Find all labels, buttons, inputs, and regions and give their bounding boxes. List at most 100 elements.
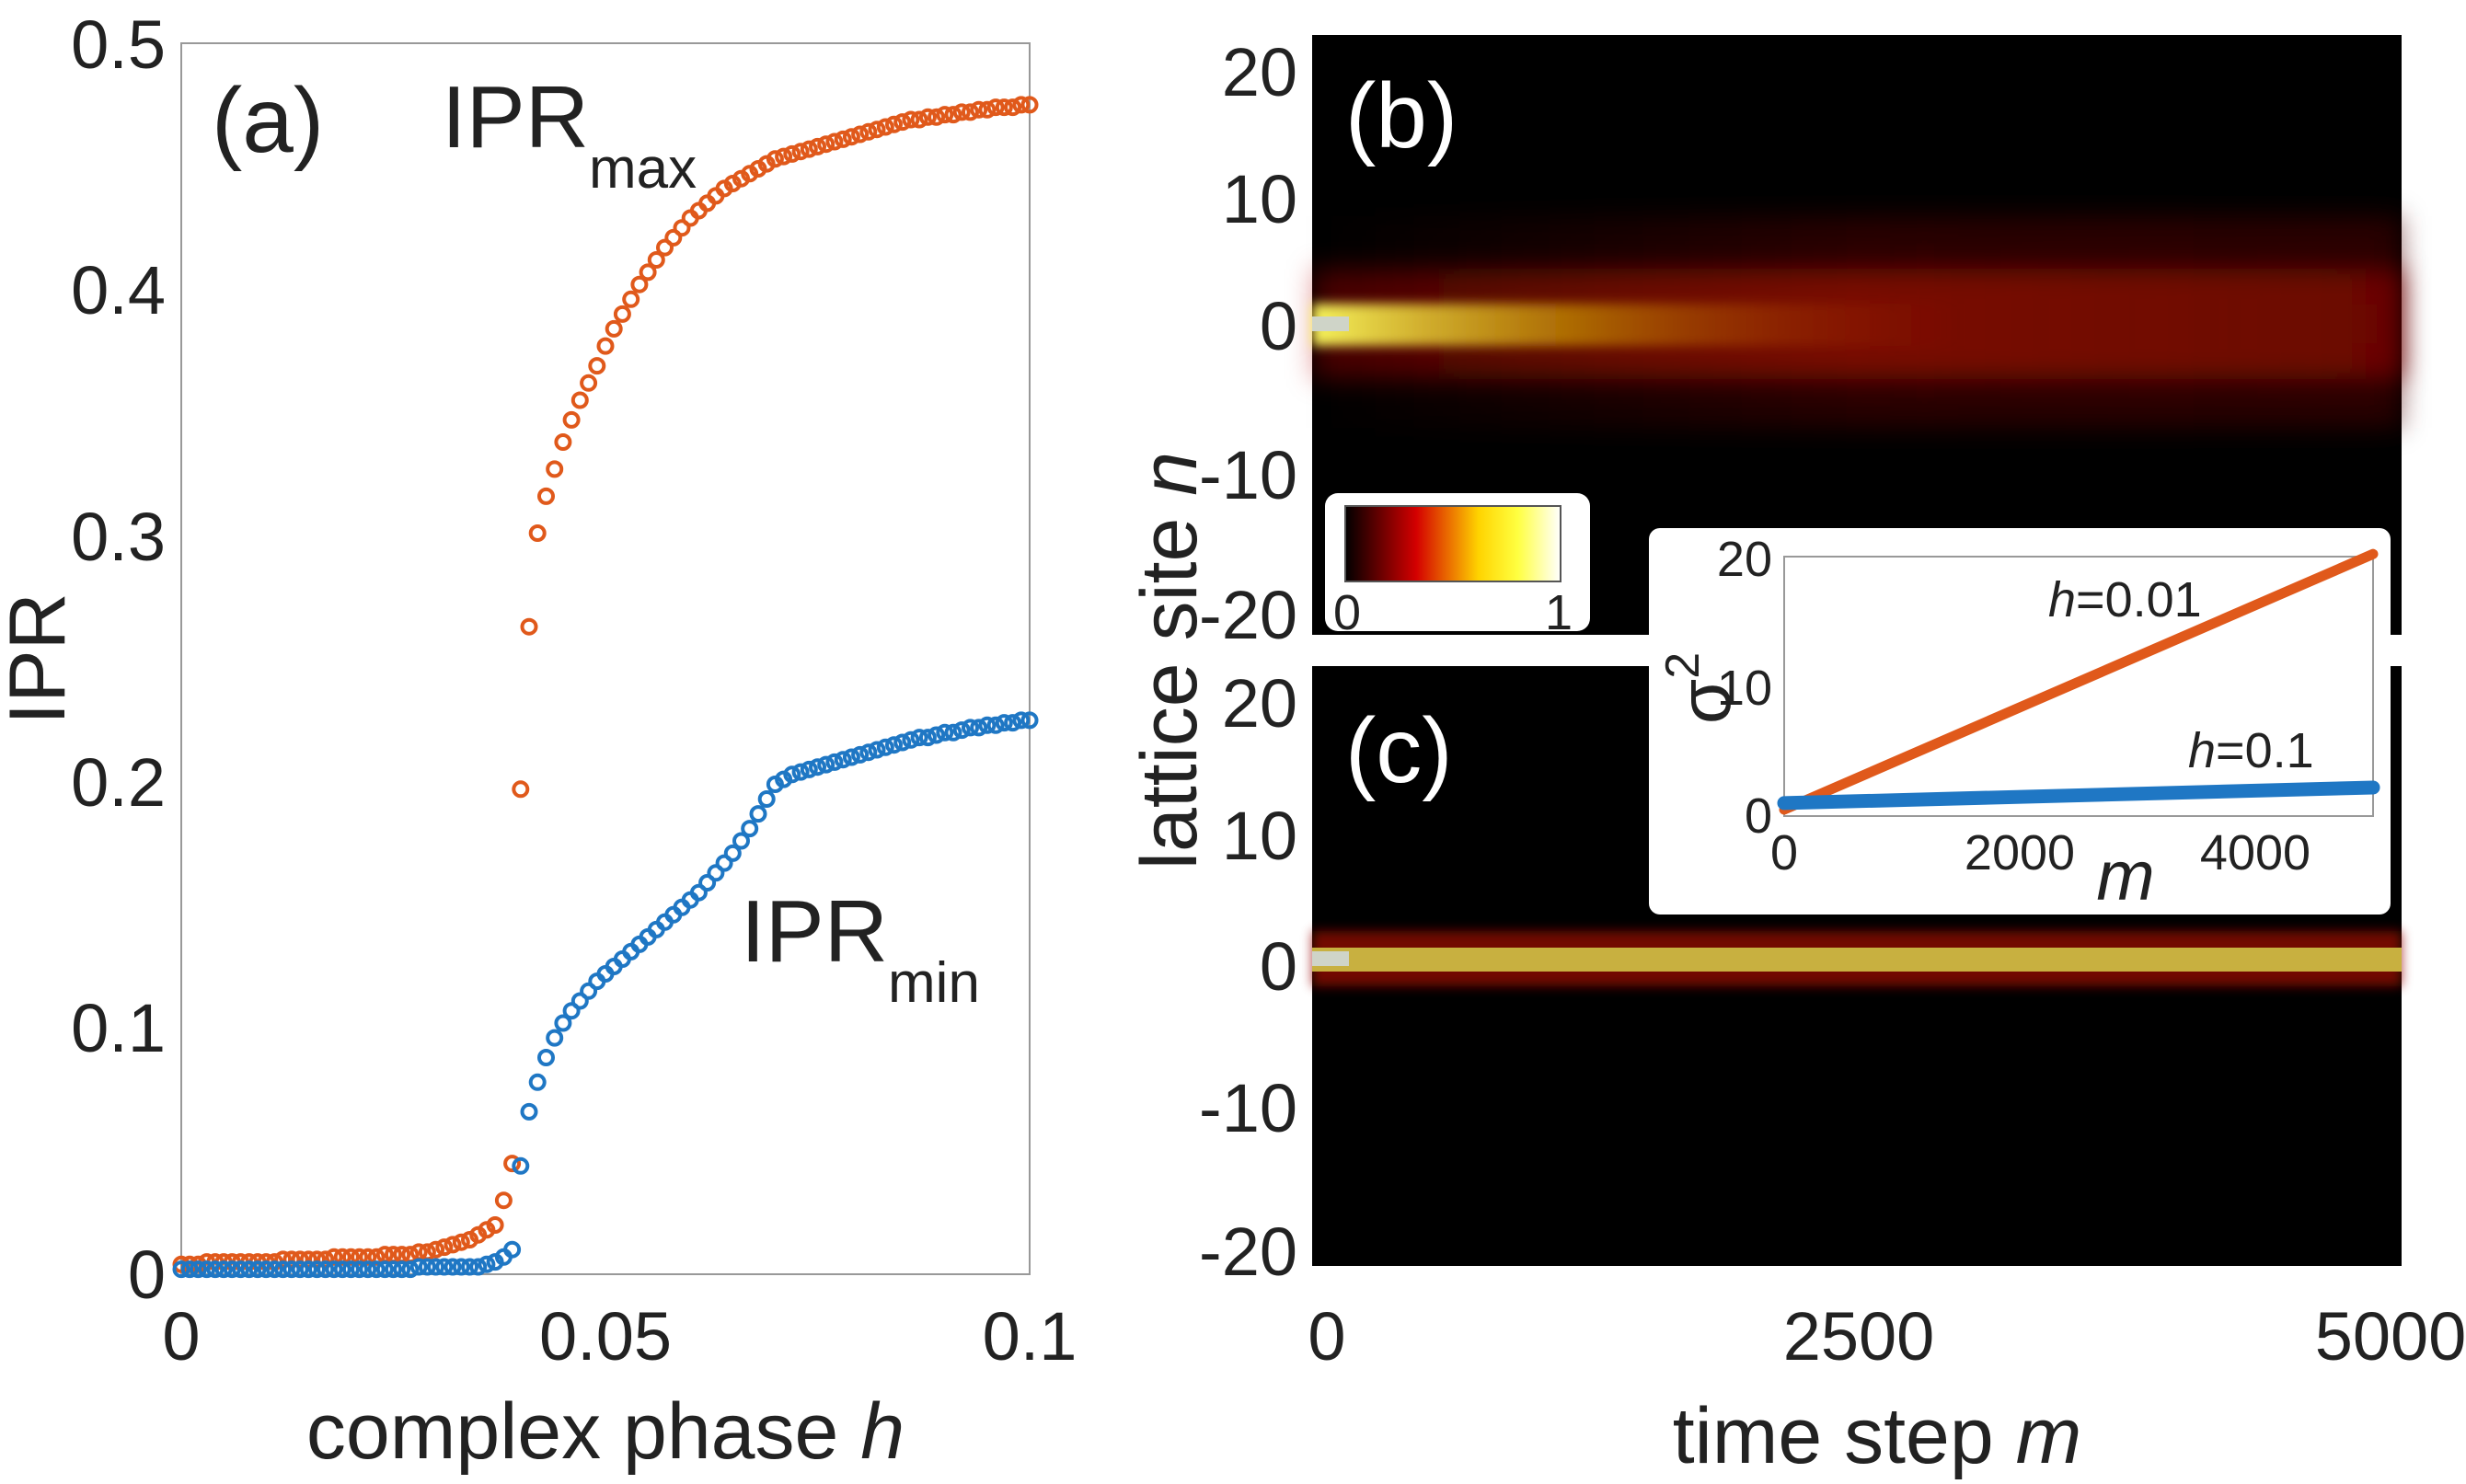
ipr-min-point	[503, 1240, 522, 1259]
c-heat	[1312, 931, 2402, 986]
ipr-min-point	[825, 753, 844, 771]
inset-xtick-0: 0	[1770, 825, 1798, 880]
ipr-max-point	[809, 137, 826, 155]
panel-a-points	[172, 96, 1039, 1279]
ipr-max-point	[596, 337, 615, 355]
ipr-max-point	[570, 391, 589, 409]
ipr-min-point	[317, 1260, 335, 1279]
inset-label-h01-val: =0.1	[2216, 723, 2314, 778]
panel-a-yticks: 0 0.1 0.2 0.3 0.4 0.5	[71, 6, 166, 1313]
ipr-max-point	[317, 1250, 335, 1269]
c-xtick-5000: 5000	[2315, 1298, 2466, 1375]
ipr-min-point	[902, 730, 920, 749]
ipr-min-point	[409, 1258, 428, 1276]
ipr-max-point	[494, 1191, 513, 1210]
ipr-max-point	[834, 130, 852, 148]
inset-label-h001-val: =0.01	[2076, 572, 2202, 627]
a-panel-label: (a)	[212, 69, 324, 172]
ipr-min-point	[859, 743, 878, 762]
ipr-min-point	[570, 992, 589, 1010]
inset-xtick-2000: 2000	[1965, 825, 2075, 880]
ipr-max-point	[800, 140, 818, 158]
ipr-min-point	[893, 733, 912, 752]
ipr-min-point	[757, 790, 776, 808]
ipr-min-point	[970, 719, 988, 737]
c-heat-start	[1312, 951, 1349, 966]
colorbar-max: 1	[1545, 585, 1573, 640]
panel-a: 0 0.1 0.2 0.3 0.4 0.5 0 0.05 0.1 complex…	[0, 6, 1077, 1476]
ipr-min-point	[986, 716, 1005, 734]
c-xlabel-var: m	[2016, 1392, 2082, 1480]
b-panel-label: (b)	[1345, 64, 1458, 167]
ipr-min-point	[240, 1260, 259, 1279]
ipr-min-point	[478, 1255, 496, 1273]
inset-line-h001	[1779, 548, 2379, 815]
a-annot-max-sub: max	[589, 137, 697, 201]
ipr-min-point	[528, 1073, 547, 1091]
ipr-min-point	[367, 1260, 386, 1279]
b-ytick-neg10: -10	[1199, 437, 1297, 513]
inset: 0 10 20 0 2000 4000 m σ2 h=0.01 h=0.1	[1649, 528, 2391, 915]
ipr-min-point	[351, 1260, 369, 1279]
ipr-max-point	[588, 357, 606, 375]
ipr-min-point	[707, 864, 725, 882]
ipr-min-point	[580, 982, 598, 1000]
b-ytick-0: 0	[1260, 288, 1297, 364]
inset-ylabel: σ2	[1656, 652, 1746, 724]
a-xtick-0.05: 0.05	[539, 1298, 672, 1375]
a-annot-min-sub: min	[888, 951, 980, 1015]
ipr-min-point	[232, 1260, 249, 1279]
ipr-min-point	[876, 738, 894, 756]
inset-ytick-20: 20	[1717, 532, 1772, 587]
ipr-min-point	[359, 1260, 377, 1279]
inset-ytick-0: 0	[1745, 788, 1772, 844]
ipr-max-point	[427, 1240, 445, 1259]
a-xtick-0.1: 0.1	[983, 1298, 1077, 1375]
ipr-max-point	[902, 110, 920, 129]
ipr-max-point	[291, 1250, 309, 1269]
ipr-min-point	[918, 729, 937, 747]
c-ytick-neg20: -20	[1199, 1214, 1297, 1290]
a-ytick-0.5: 0.5	[71, 6, 166, 83]
ipr-min-point	[868, 741, 886, 759]
ipr-min-point	[741, 820, 759, 838]
b-yticks: 20 10 0 -10 -20	[1199, 34, 1297, 653]
ipr-max-point	[435, 1238, 454, 1257]
ipr-max-point	[791, 143, 810, 161]
c-ytick-0: 0	[1260, 928, 1297, 1005]
inset-ytick-10: 10	[1717, 661, 1772, 716]
ipr-min-point	[546, 1029, 564, 1047]
ipr-max-point	[775, 147, 793, 166]
ipr-max-point	[647, 251, 665, 269]
ipr-max-point	[537, 487, 555, 505]
ipr-min-point	[928, 726, 946, 744]
ipr-min-point	[418, 1258, 436, 1276]
inset-xlabel: m	[2096, 837, 2154, 915]
ipr-min-point	[800, 760, 818, 778]
inset-yticks: 0 10 20	[1717, 532, 1772, 844]
ipr-min-point	[291, 1260, 309, 1279]
c-panel-label: (c)	[1345, 699, 1453, 802]
ipr-min-point	[995, 714, 1013, 732]
ipr-min-point	[274, 1260, 293, 1279]
ipr-min-point	[885, 736, 903, 754]
ipr-min-point	[172, 1260, 190, 1279]
inset-label-h001: h=0.01	[2048, 572, 2202, 627]
a-xlabel: complex phase h	[306, 1387, 905, 1476]
ipr-min-point	[198, 1260, 216, 1279]
c-ytick-10: 10	[1222, 798, 1297, 874]
a-xlabel-var: h	[860, 1387, 905, 1476]
ipr-min-point	[248, 1260, 267, 1279]
ipr-max-point	[664, 228, 683, 247]
a-annot-min-main: IPR	[741, 882, 888, 981]
ipr-min-point	[299, 1260, 317, 1279]
ipr-max-point	[970, 100, 988, 119]
ipr-min-point	[554, 1014, 572, 1032]
ipr-min-point	[385, 1260, 402, 1279]
ipr-max-point	[766, 150, 784, 168]
b-ytick-10: 10	[1222, 161, 1297, 237]
ipr-max-point	[936, 106, 954, 124]
c-yticks: 20 10 0 -10 -20	[1199, 665, 1297, 1290]
ipr-max-point	[962, 103, 979, 121]
ipr-min-point	[952, 721, 971, 740]
